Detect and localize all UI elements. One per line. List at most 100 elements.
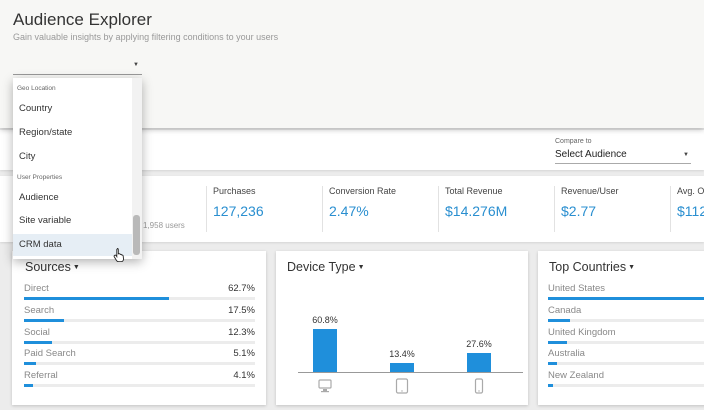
metric-value: $14.276M xyxy=(445,203,508,219)
metric-revenue-per-user: Revenue/User $2.77 xyxy=(554,186,670,232)
sources-title-text: Sources xyxy=(25,260,71,274)
device-title[interactable]: Device Type ▼ xyxy=(287,260,365,274)
compare-select-value: Select Audience xyxy=(555,149,627,160)
caret-down-icon: ▼ xyxy=(683,152,689,158)
device-value-label: 13.4% xyxy=(389,348,415,359)
page-subtitle: Gain valuable insights by applying filte… xyxy=(13,32,279,42)
countries-card: Top Countries ▼ United States Canada United… xyxy=(538,251,704,405)
dropdown-scrollbar[interactable] xyxy=(132,78,142,259)
country-label: United States xyxy=(548,283,606,294)
device-value-label: 60.8% xyxy=(312,315,338,326)
source-bar-fill xyxy=(24,340,53,344)
country-bar-fill xyxy=(548,340,567,344)
desktop-icon xyxy=(318,379,332,393)
source-value: 4.1% xyxy=(233,370,255,382)
caret-down-icon: ▼ xyxy=(357,264,365,271)
country-label: Canada xyxy=(548,304,582,316)
country-label: New Zealand xyxy=(548,370,604,382)
dropdown-item-country[interactable]: Country xyxy=(19,103,53,114)
source-label: Referral xyxy=(24,370,58,382)
metric-value: 127,236 xyxy=(213,203,264,219)
dropdown-item-city[interactable]: City xyxy=(19,151,36,162)
metric-label: Avg. Or xyxy=(677,186,704,196)
country-bar-track xyxy=(548,384,704,388)
device-bar xyxy=(313,329,337,372)
page-title: Audience Explorer xyxy=(13,10,152,29)
country-bar-track xyxy=(548,340,704,344)
metric-label: Total Revenue xyxy=(445,186,503,196)
mobile-icon xyxy=(474,378,484,394)
metric-conversion-rate: Conversion Rate 2.47% xyxy=(322,186,438,232)
country-row: Australia xyxy=(548,348,704,368)
country-bar-fill xyxy=(548,362,557,366)
compare-label: Compare to xyxy=(555,138,592,145)
metric-avg-order: Avg. Or $112 xyxy=(670,186,704,232)
source-row: Paid Search 5.1% xyxy=(24,348,255,368)
metric-value: 2.47% xyxy=(329,203,369,219)
caret-down-icon: ▼ xyxy=(72,264,80,271)
sources-card: Sources ▼ Direct 62.7% Search 17.5% Social 12.… xyxy=(12,251,266,405)
country-row: Canada xyxy=(548,305,704,325)
dropdown-section-geo: Geo Location xyxy=(17,85,56,92)
country-label: United Kingdom xyxy=(548,326,616,338)
dropdown-section-user-properties: User Properties xyxy=(17,174,63,181)
metric-purchases: Purchases 127,236 xyxy=(206,186,322,232)
dropdown-item-site-variable[interactable]: Site variable xyxy=(19,215,72,226)
source-row: Referral 4.1% xyxy=(24,370,255,390)
source-bar-track xyxy=(24,340,255,344)
device-bar xyxy=(390,362,414,372)
countries-title[interactable]: Top Countries ▼ xyxy=(549,260,635,274)
country-bar-track xyxy=(548,297,704,300)
source-row: Direct 62.7% xyxy=(24,283,255,303)
caret-down-icon: ▼ xyxy=(133,62,139,68)
source-label: Social xyxy=(24,326,50,338)
country-bar-track xyxy=(548,318,704,322)
dropdown-item-audience[interactable]: Audience xyxy=(19,192,59,203)
device-title-text: Device Type xyxy=(287,260,356,274)
device-bar xyxy=(467,352,491,372)
metric-label: Purchases xyxy=(213,186,256,196)
metric-label: Conversion Rate xyxy=(329,186,397,196)
metric-label: Revenue/User xyxy=(561,186,619,196)
source-bar-track xyxy=(24,384,255,388)
tablet-icon xyxy=(395,378,409,394)
source-row: Search 17.5% xyxy=(24,305,255,325)
hand-cursor-icon xyxy=(113,248,124,262)
source-label: Paid Search xyxy=(24,348,76,360)
sources-title[interactable]: Sources ▼ xyxy=(25,260,80,274)
country-bar-fill xyxy=(548,384,554,388)
country-bar-fill xyxy=(548,318,571,322)
source-bar-fill xyxy=(24,362,36,366)
caret-down-icon: ▼ xyxy=(628,264,636,271)
source-row: Social 12.3% xyxy=(24,327,255,347)
dropdown-scroll-thumb[interactable] xyxy=(133,215,140,255)
source-value: 5.1% xyxy=(233,348,255,360)
metric-value: $112 xyxy=(677,203,704,219)
source-bar-track xyxy=(24,362,255,366)
compare-select[interactable]: Select Audience ▼ xyxy=(555,148,691,164)
device-value-label: 27.6% xyxy=(466,338,492,349)
countries-title-text: Top Countries xyxy=(549,260,627,274)
source-value: 12.3% xyxy=(228,326,255,338)
dropdown-item-crm-data[interactable]: CRM data xyxy=(13,234,133,256)
filter-select[interactable]: ▼ xyxy=(13,56,142,75)
country-row: United Kingdom xyxy=(548,327,704,347)
country-bar-fill xyxy=(548,297,704,300)
country-label: Australia xyxy=(548,348,585,360)
source-bar-track xyxy=(24,297,255,300)
source-label: Search xyxy=(24,304,55,316)
country-bar-track xyxy=(548,362,704,366)
users-count: 1,958 users xyxy=(143,221,185,230)
filter-dropdown-menu: Geo Location Country Region/state City U… xyxy=(13,78,142,259)
device-chart-baseline xyxy=(298,372,523,373)
source-value: 62.7% xyxy=(228,283,255,294)
source-bar-fill xyxy=(24,384,34,388)
source-bar-track xyxy=(24,318,255,322)
country-row: New Zealand xyxy=(548,370,704,390)
metric-total-revenue: Total Revenue $14.276M xyxy=(438,186,554,232)
dropdown-item-region[interactable]: Region/state xyxy=(19,127,73,138)
source-bar-fill xyxy=(24,297,169,300)
source-bar-fill xyxy=(24,318,65,322)
country-row: United States xyxy=(548,283,704,303)
source-label: Direct xyxy=(24,283,49,294)
